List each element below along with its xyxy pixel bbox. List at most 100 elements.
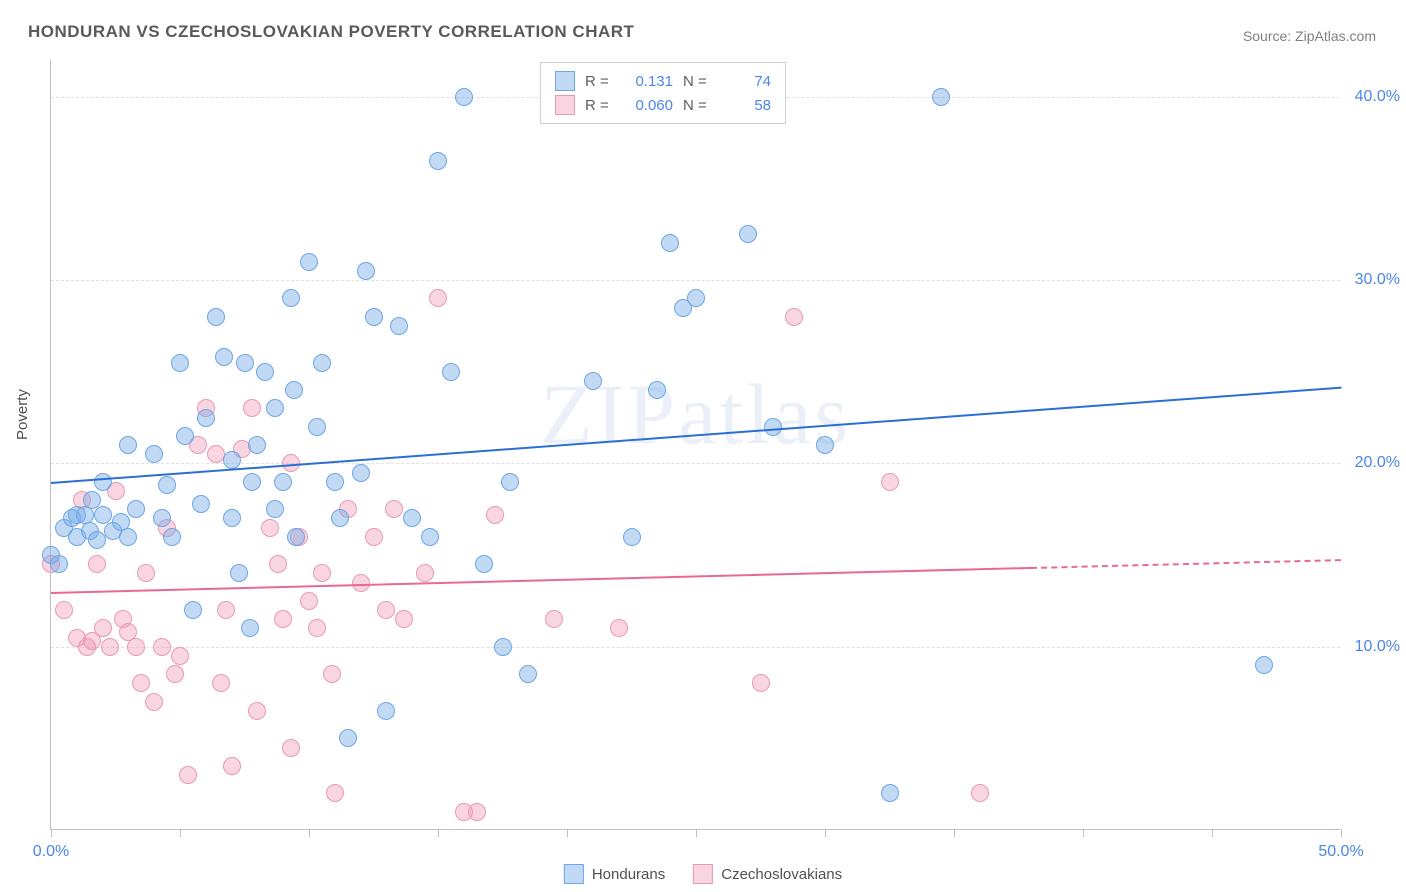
gridline xyxy=(51,463,1340,464)
point-series1 xyxy=(313,354,331,372)
legend-label: Hondurans xyxy=(592,866,665,883)
x-tick xyxy=(309,829,310,837)
point-series1 xyxy=(429,152,447,170)
point-series2 xyxy=(217,601,235,619)
y-axis-label: Poverty xyxy=(14,389,31,440)
point-series2 xyxy=(752,674,770,692)
point-series1 xyxy=(94,473,112,491)
point-series2 xyxy=(881,473,899,491)
point-series2 xyxy=(313,564,331,582)
point-series1 xyxy=(357,262,375,280)
y-tick-label: 20.0% xyxy=(1355,454,1400,472)
point-series2 xyxy=(101,638,119,656)
point-series1 xyxy=(215,348,233,366)
point-series1 xyxy=(266,500,284,518)
point-series1 xyxy=(282,289,300,307)
point-series2 xyxy=(88,555,106,573)
point-series1 xyxy=(442,363,460,381)
legend-r-value: 0.131 xyxy=(623,73,673,90)
point-series2 xyxy=(274,610,292,628)
point-series1 xyxy=(223,509,241,527)
point-series2 xyxy=(323,665,341,683)
point-series1 xyxy=(390,317,408,335)
x-tick xyxy=(438,829,439,837)
point-series2 xyxy=(223,757,241,775)
point-series2 xyxy=(429,289,447,307)
point-series2 xyxy=(243,399,261,417)
point-series1 xyxy=(365,308,383,326)
point-series1 xyxy=(243,473,261,491)
point-series1 xyxy=(300,253,318,271)
source-label: Source: xyxy=(1243,28,1295,44)
x-tick xyxy=(1341,829,1342,837)
legend-row: R =0.060N =58 xyxy=(555,93,771,117)
x-tick-label: 50.0% xyxy=(1318,843,1363,861)
legend-row: R =0.131N =74 xyxy=(555,69,771,93)
point-series2 xyxy=(127,638,145,656)
point-series1 xyxy=(192,495,210,513)
point-series2 xyxy=(308,619,326,637)
trendline-series2-extrapolated xyxy=(1031,559,1341,569)
point-series1 xyxy=(739,225,757,243)
y-tick-label: 30.0% xyxy=(1355,271,1400,289)
point-series2 xyxy=(137,564,155,582)
point-series1 xyxy=(42,546,60,564)
point-series1 xyxy=(266,399,284,417)
point-series1 xyxy=(207,308,225,326)
x-tick xyxy=(696,829,697,837)
point-series2 xyxy=(55,601,73,619)
point-series2 xyxy=(486,506,504,524)
point-series2 xyxy=(545,610,563,628)
point-series1 xyxy=(94,506,112,524)
x-tick-label: 0.0% xyxy=(33,843,69,861)
point-series1 xyxy=(339,729,357,747)
point-series2 xyxy=(326,784,344,802)
legend-r-label: R = xyxy=(585,97,613,114)
point-series1 xyxy=(331,509,349,527)
point-series1 xyxy=(475,555,493,573)
point-series1 xyxy=(158,476,176,494)
point-series2 xyxy=(248,702,266,720)
point-series2 xyxy=(132,674,150,692)
point-series2 xyxy=(385,500,403,518)
legend-swatch xyxy=(555,95,575,115)
chart-title: HONDURAN VS CZECHOSLOVAKIAN POVERTY CORR… xyxy=(28,22,634,42)
point-series1 xyxy=(171,354,189,372)
point-series1 xyxy=(256,363,274,381)
point-series1 xyxy=(119,436,137,454)
point-series2 xyxy=(94,619,112,637)
point-series2 xyxy=(395,610,413,628)
point-series1 xyxy=(764,418,782,436)
gridline xyxy=(51,280,1340,281)
point-series1 xyxy=(501,473,519,491)
point-series1 xyxy=(881,784,899,802)
x-tick xyxy=(51,829,52,837)
gridline xyxy=(51,647,1340,648)
source-link[interactable]: ZipAtlas.com xyxy=(1295,28,1376,44)
legend-item: Hondurans xyxy=(564,864,665,884)
plot-area: ZIPatlas 10.0%20.0%30.0%40.0%0.0%50.0% xyxy=(50,60,1340,830)
legend-swatch xyxy=(564,864,584,884)
point-series2 xyxy=(300,592,318,610)
point-series1 xyxy=(153,509,171,527)
point-series2 xyxy=(179,766,197,784)
point-series1 xyxy=(648,381,666,399)
point-series2 xyxy=(365,528,383,546)
point-series1 xyxy=(223,451,241,469)
x-tick xyxy=(567,829,568,837)
point-series2 xyxy=(352,574,370,592)
y-tick-label: 40.0% xyxy=(1355,88,1400,106)
legend-swatch xyxy=(555,71,575,91)
point-series1 xyxy=(308,418,326,436)
point-series2 xyxy=(166,665,184,683)
trendline-series2 xyxy=(51,567,1031,594)
point-series1 xyxy=(326,473,344,491)
point-series2 xyxy=(269,555,287,573)
point-series2 xyxy=(153,638,171,656)
x-tick xyxy=(180,829,181,837)
point-series2 xyxy=(416,564,434,582)
point-series2 xyxy=(377,601,395,619)
point-series1 xyxy=(584,372,602,390)
source-attribution: Source: ZipAtlas.com xyxy=(1243,28,1376,44)
point-series2 xyxy=(971,784,989,802)
